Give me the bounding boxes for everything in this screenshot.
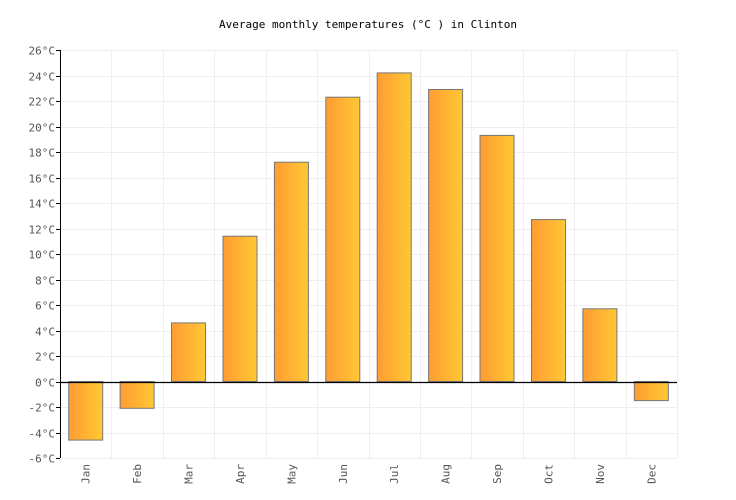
x-tick-label: Feb [131,464,144,484]
y-tick-label: 2°C [35,351,55,364]
y-tick-label: 20°C [29,122,56,135]
bar-jun [325,96,361,382]
bar-apr [222,235,258,382]
bar-oct [531,219,566,382]
bar-feb [119,381,155,409]
bar-mar [171,322,206,382]
x-tick-label: Apr [234,464,247,484]
y-tick-label: -6°C [29,453,56,466]
y-tick-label: 16°C [29,173,56,186]
y-tick-label: -4°C [29,428,56,441]
bar-aug [428,89,464,382]
y-tick-label: 14°C [29,198,56,211]
y-tick-label: 22°C [29,96,56,109]
x-tick-label: Jul [388,464,401,484]
y-tick-label: 6°C [35,300,55,313]
y-tick-label: 24°C [29,71,56,84]
bar-nov [582,308,618,382]
x-tick-label: Aug [440,464,453,484]
bar-dec [633,381,669,402]
x-tick-label: Sep [491,464,504,484]
y-tick-label: 26°C [29,45,56,58]
bar-jul [376,72,412,383]
bar-jan [68,381,104,441]
y-tick-label: 4°C [35,326,55,339]
x-tick-label: Mar [183,464,196,484]
y-tick-label: 0°C [35,377,55,390]
chart-title: Average monthly temperatures (°C ) in Cl… [218,18,517,31]
x-tick-label: Oct [542,464,555,484]
x-tick-label: Dec [645,464,658,484]
x-tick-label: Jun [337,464,350,484]
bar-may [273,161,309,382]
y-tick-label: -2°C [29,402,56,415]
y-tick-label: 18°C [29,147,56,160]
x-tick-label: Nov [594,464,607,484]
y-tick-label: 12°C [29,224,56,237]
bar-sep [479,134,515,382]
y-tick-label: 10°C [29,249,56,262]
y-tick-label: 8°C [35,275,55,288]
x-tick-label: Jan [80,464,93,484]
x-tick-label: May [285,464,298,484]
